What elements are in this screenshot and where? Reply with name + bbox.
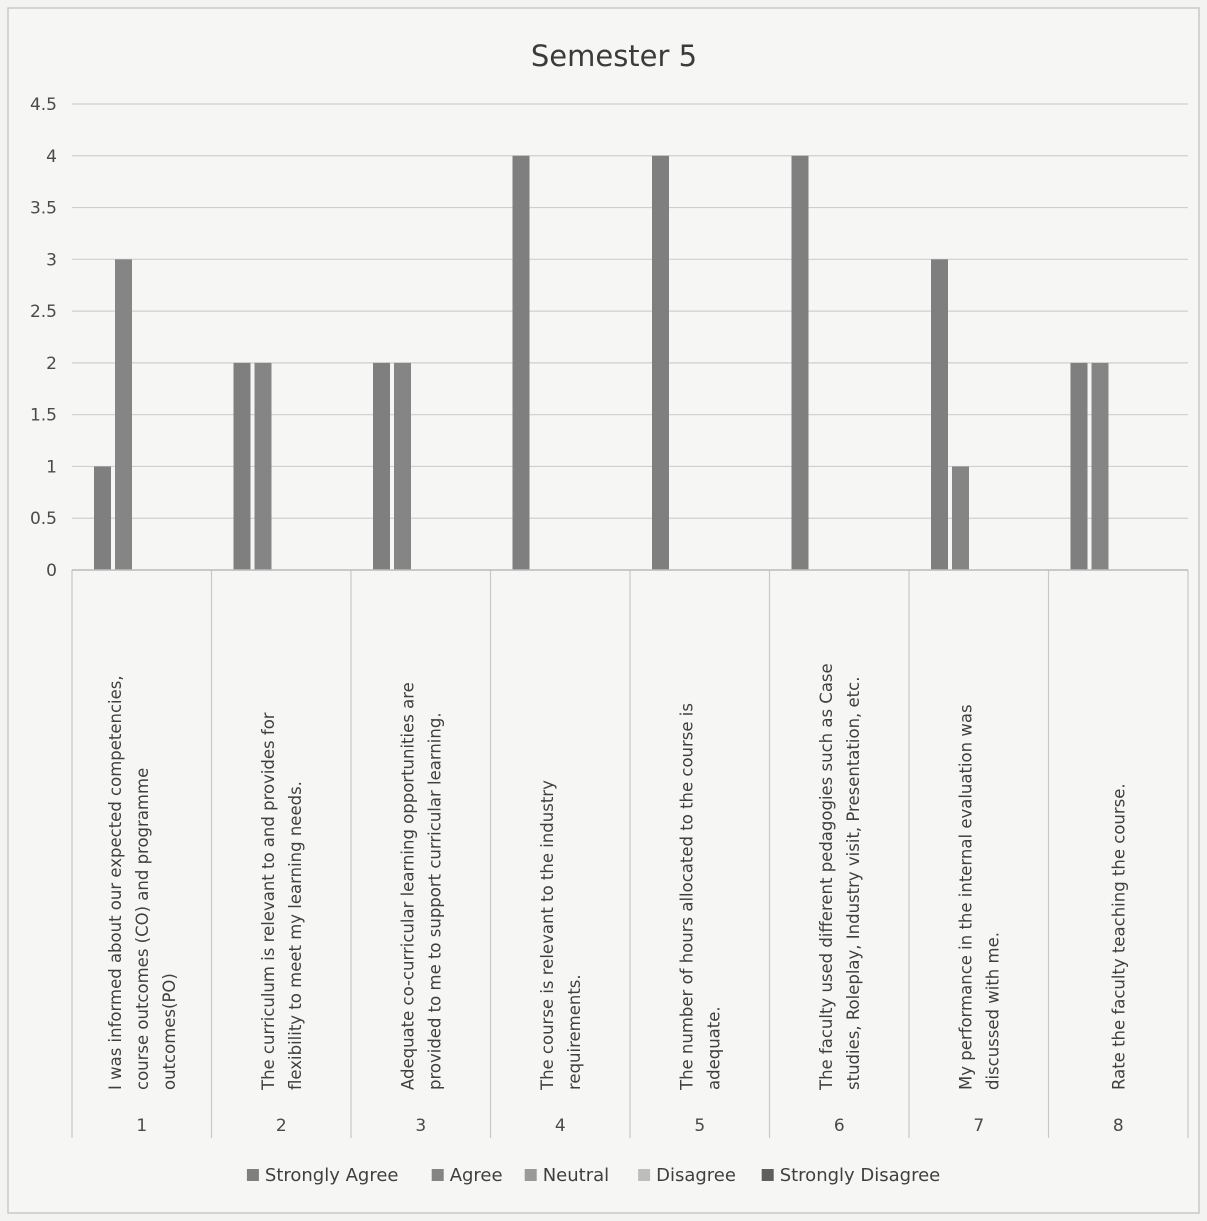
category-label-line: discussed with me. bbox=[983, 932, 1002, 1090]
legend-swatch bbox=[431, 1169, 444, 1181]
legend-swatch bbox=[761, 1169, 774, 1181]
category-label-line: outcomes(PO) bbox=[160, 973, 179, 1090]
legend-label: Strongly Disagree bbox=[780, 1165, 941, 1186]
legend-swatch bbox=[246, 1169, 259, 1181]
x-axis: I was informed about our expected compet… bbox=[71, 569, 1189, 1138]
category-label-line: The course is relevant to the industry bbox=[538, 780, 557, 1091]
bar bbox=[1070, 362, 1088, 570]
bar bbox=[233, 362, 251, 570]
category-label-line: My performance in the internal evaluatio… bbox=[956, 704, 975, 1090]
category-label: Rate the faculty teaching the course. bbox=[1109, 783, 1128, 1090]
y-tick-label: 3 bbox=[46, 250, 57, 270]
category-label: Adequate co-curricular learning opportun… bbox=[398, 682, 444, 1090]
category-index: 5 bbox=[694, 1116, 705, 1136]
category-label-line: I was informed about our expected compet… bbox=[106, 675, 125, 1090]
category-label-line: The curriculum is relevant to and provid… bbox=[259, 712, 278, 1091]
category-index: 1 bbox=[136, 1116, 147, 1136]
category-label: My performance in the internal evaluatio… bbox=[956, 704, 1002, 1090]
y-tick-label: 4 bbox=[46, 147, 57, 167]
bar bbox=[115, 259, 132, 570]
legend-swatch bbox=[524, 1169, 537, 1181]
legend-swatch bbox=[638, 1169, 651, 1181]
category-label: The number of hours allocated to the cou… bbox=[677, 703, 723, 1091]
y-tick-label: 4.5 bbox=[30, 95, 57, 115]
legend-label: Agree bbox=[450, 1165, 503, 1186]
category-label-line: The number of hours allocated to the cou… bbox=[677, 703, 696, 1091]
category-label: The faculty used different pedagogies su… bbox=[817, 663, 863, 1091]
bar bbox=[931, 259, 948, 570]
legend-label: Disagree bbox=[656, 1165, 736, 1186]
category-index: 6 bbox=[834, 1116, 845, 1136]
chart-title: Semester 5 bbox=[531, 39, 697, 73]
bars bbox=[94, 155, 1109, 570]
y-tick-label: 3.5 bbox=[30, 199, 57, 219]
category-label-line: Rate the faculty teaching the course. bbox=[1109, 783, 1128, 1090]
bar bbox=[952, 466, 969, 570]
bar bbox=[94, 466, 111, 570]
bar bbox=[394, 362, 411, 570]
category-label-line: flexibility to meet my learning needs. bbox=[286, 781, 305, 1090]
category-label: I was informed about our expected compet… bbox=[106, 675, 179, 1090]
category-label: The course is relevant to the industry re… bbox=[538, 780, 584, 1091]
category-index: 3 bbox=[415, 1116, 426, 1136]
category-index: 7 bbox=[973, 1116, 984, 1136]
category-index: 4 bbox=[555, 1116, 566, 1136]
legend-label: Neutral bbox=[543, 1165, 609, 1186]
bar bbox=[512, 155, 530, 570]
y-tick-label: 0 bbox=[46, 561, 57, 581]
category-label-line: studies, Roleplay, Industry visit, Prese… bbox=[844, 677, 863, 1090]
category-index: 8 bbox=[1113, 1116, 1124, 1136]
legend-label: Strongly Agree bbox=[265, 1165, 399, 1186]
y-tick-label: 2.5 bbox=[30, 302, 57, 322]
category-label-line: Adequate co-curricular learning opportun… bbox=[398, 682, 417, 1090]
category-index: 2 bbox=[276, 1116, 287, 1136]
bar bbox=[373, 362, 390, 570]
bar bbox=[791, 155, 809, 570]
category-label: The curriculum is relevant to and provid… bbox=[259, 712, 305, 1091]
category-label-line: provided to me to support curricular lea… bbox=[425, 712, 444, 1090]
y-tick-label: 1 bbox=[46, 457, 57, 477]
category-label-line: course outcomes (CO) and programme bbox=[133, 768, 152, 1090]
bar bbox=[652, 155, 669, 570]
y-axis: 0 0.5 1 1.5 2 2.5 3 3.5 4 4.5 bbox=[30, 95, 57, 581]
category-label-line: adequate. bbox=[704, 1006, 723, 1090]
bar bbox=[254, 362, 272, 570]
chart-frame bbox=[7, 7, 1200, 1214]
bar bbox=[1091, 362, 1109, 570]
category-label-line: The faculty used different pedagogies su… bbox=[817, 663, 836, 1091]
y-tick-label: 2 bbox=[46, 354, 57, 374]
legend: Strongly Agree Agree Neutral Disagree Strong… bbox=[246, 1165, 941, 1186]
category-label-line: requirements. bbox=[565, 974, 584, 1090]
y-tick-label: 0.5 bbox=[30, 509, 57, 529]
y-tick-label: 1.5 bbox=[30, 406, 57, 426]
